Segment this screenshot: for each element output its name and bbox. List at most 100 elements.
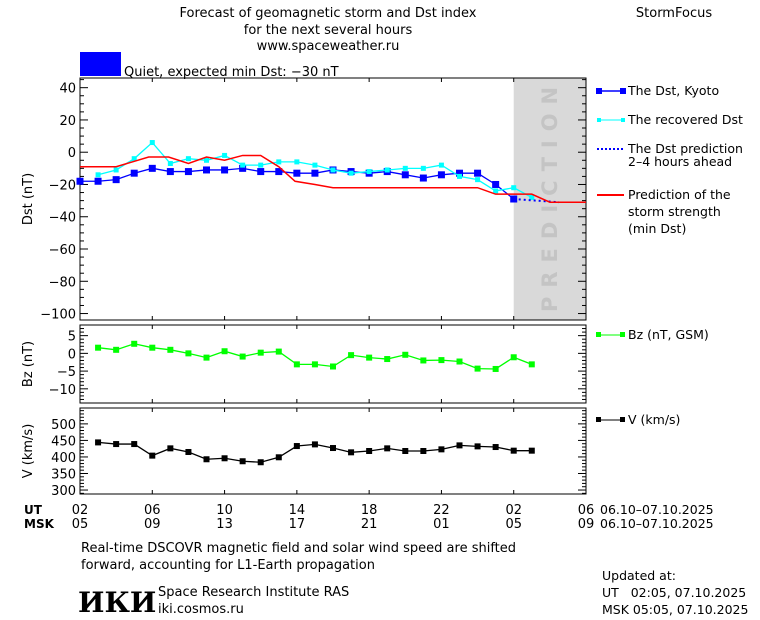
updated-label: Updated at: — [602, 568, 676, 583]
data-point — [511, 185, 517, 191]
y-tick-label: 400 — [51, 451, 76, 466]
data-point — [257, 168, 265, 176]
status-text: Quiet, expected min Dst: −30 nT — [124, 65, 339, 80]
data-point — [95, 439, 102, 446]
data-point — [95, 172, 101, 178]
data-point — [474, 365, 481, 372]
ut-tick-label: 02 — [72, 503, 89, 518]
data-point — [221, 455, 228, 462]
data-point — [438, 357, 445, 364]
updated-msk: MSK 05:05, 07.10.2025 — [602, 602, 748, 617]
legend-prediction-1: The Dst prediction — [627, 141, 743, 156]
y-tick-label: 0 — [68, 347, 76, 362]
y-tick-label: 20 — [59, 114, 76, 129]
msk-tick-label: 17 — [289, 517, 306, 532]
data-point — [420, 357, 427, 364]
data-point — [493, 188, 499, 194]
data-point — [456, 169, 463, 177]
data-point — [204, 157, 209, 163]
msk-tick-label: 09 — [578, 517, 595, 532]
y-tick-label: 0 — [68, 146, 76, 161]
updated-ut: UT 02:05, 07.10.2025 — [602, 585, 746, 600]
data-point — [113, 167, 119, 173]
ut-tick-label: 18 — [361, 503, 378, 518]
data-point — [330, 167, 336, 173]
series-storm-strength — [80, 154, 586, 203]
data-point — [401, 171, 409, 179]
institute-name: Space Research Institute RAS — [158, 585, 349, 600]
data-point — [348, 449, 355, 456]
data-point — [131, 156, 137, 162]
data-point — [239, 353, 246, 360]
data-point — [167, 346, 174, 353]
ut-tick-label: 06 — [578, 503, 595, 518]
ut-label: UT — [24, 503, 43, 517]
y-tick-label: 450 — [51, 434, 76, 449]
data-point — [510, 354, 517, 361]
legend-recovered-dst: The recovered Dst — [627, 112, 743, 127]
legend: The Dst, Kyoto The recovered Dst The Dst… — [596, 83, 743, 427]
legend-dst-kyoto: The Dst, Kyoto — [627, 83, 719, 98]
msk-tick-label: 05 — [505, 517, 522, 532]
data-point — [330, 445, 336, 452]
y-tick-label: −5 — [57, 365, 76, 380]
legend-v: V (km/s) — [628, 412, 680, 427]
ut-tick-label: 14 — [289, 503, 306, 518]
data-point — [293, 443, 300, 450]
y-axis-label: V (km/s) — [21, 424, 36, 479]
data-point — [366, 169, 372, 175]
data-point — [438, 162, 444, 168]
data-point — [384, 167, 390, 173]
y-tick-label: −80 — [49, 275, 76, 290]
brand-name: StormFocus — [636, 6, 712, 21]
data-point — [149, 344, 156, 351]
data-point — [276, 159, 282, 165]
data-point — [275, 454, 282, 461]
data-point — [76, 177, 84, 185]
data-point — [528, 361, 535, 368]
data-point — [275, 168, 283, 176]
msk-tick-label: 09 — [144, 517, 161, 532]
msk-label: MSK — [24, 517, 55, 531]
data-point — [474, 169, 482, 177]
data-point — [239, 458, 246, 465]
data-point — [420, 448, 427, 454]
data-point — [528, 447, 535, 454]
ut-tick-label: 22 — [433, 503, 450, 518]
data-point — [184, 168, 192, 176]
data-point — [311, 441, 318, 448]
data-point — [222, 152, 228, 158]
data-point — [203, 354, 210, 361]
data-point — [149, 140, 155, 146]
data-point — [167, 161, 173, 167]
institute-site[interactable]: iki.cosmos.ru — [158, 602, 244, 617]
data-point — [112, 176, 120, 184]
data-point — [384, 356, 391, 363]
data-point — [149, 452, 156, 459]
data-point — [240, 162, 246, 168]
data-point — [185, 350, 192, 357]
msk-tick-label: 05 — [72, 517, 89, 532]
data-point — [492, 180, 500, 188]
title-line-3: www.spaceweather.ru — [257, 39, 400, 54]
data-point — [438, 446, 445, 453]
note-line-1: Real-time DSCOVR magnetic field and sola… — [81, 541, 516, 556]
data-point — [457, 173, 462, 179]
data-point — [94, 177, 102, 185]
data-point — [402, 351, 409, 358]
iki-logo: ИКИ — [78, 586, 156, 619]
data-point — [529, 194, 535, 200]
legend-storm-1: Prediction of the — [628, 187, 731, 202]
data-point — [203, 456, 210, 463]
y-tick-label: −60 — [49, 243, 76, 258]
data-point — [475, 177, 481, 183]
data-point — [294, 159, 300, 165]
data-point — [348, 352, 355, 359]
data-point — [293, 361, 300, 368]
y-tick-label: −40 — [49, 211, 76, 226]
data-point — [239, 164, 247, 172]
data-point — [275, 348, 282, 355]
data-point — [221, 166, 229, 174]
data-point — [113, 441, 120, 448]
